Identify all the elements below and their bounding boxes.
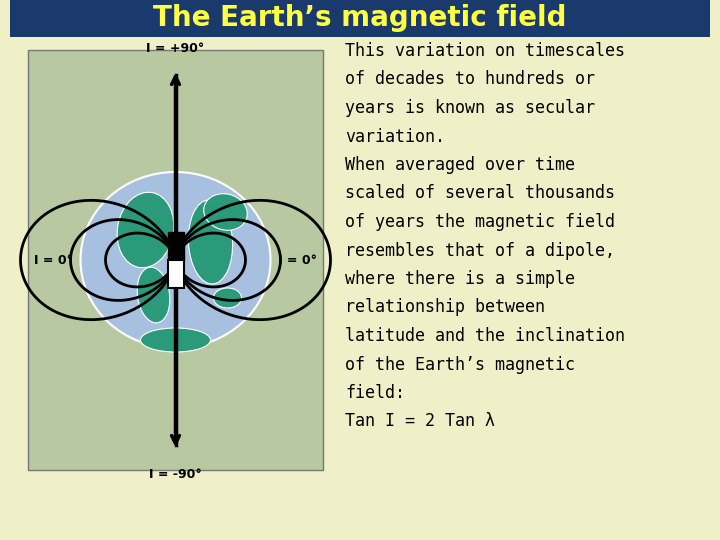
Text: of decades to hundreds or: of decades to hundreds or	[345, 71, 595, 89]
Text: I = 0°: I = 0°	[278, 253, 317, 267]
Text: of years the magnetic field: of years the magnetic field	[345, 213, 615, 231]
Bar	[28, 50, 323, 470]
Text: of the Earth’s magnetic: of the Earth’s magnetic	[345, 355, 575, 374]
Ellipse shape	[189, 200, 233, 284]
Bar	[168, 260, 184, 288]
Text: This variation on timescales: This variation on timescales	[345, 42, 625, 60]
Ellipse shape	[138, 267, 170, 323]
Text: latitude and the inclination: latitude and the inclination	[345, 327, 625, 345]
Ellipse shape	[214, 288, 241, 308]
Text: resembles that of a dipole,: resembles that of a dipole,	[345, 241, 615, 260]
Ellipse shape	[81, 172, 271, 348]
Ellipse shape	[140, 328, 210, 352]
Bar	[10, 0, 710, 37]
Text: scaled of several thousands: scaled of several thousands	[345, 185, 615, 202]
Text: where there is a simple: where there is a simple	[345, 270, 575, 288]
Text: I = 0°: I = 0°	[34, 253, 73, 267]
Text: Tan I = 2 Tan λ: Tan I = 2 Tan λ	[345, 413, 495, 430]
Text: I = +90°: I = +90°	[146, 42, 204, 55]
Text: The Earth’s magnetic field: The Earth’s magnetic field	[153, 4, 567, 32]
Text: years is known as secular: years is known as secular	[345, 99, 595, 117]
Ellipse shape	[204, 194, 247, 230]
Text: relationship between: relationship between	[345, 299, 545, 316]
Text: variation.: variation.	[345, 127, 445, 145]
Bar	[168, 232, 184, 260]
Text: I = -90°: I = -90°	[149, 468, 202, 481]
Text: When averaged over time: When averaged over time	[345, 156, 575, 174]
Ellipse shape	[117, 192, 174, 268]
Text: field:: field:	[345, 384, 405, 402]
